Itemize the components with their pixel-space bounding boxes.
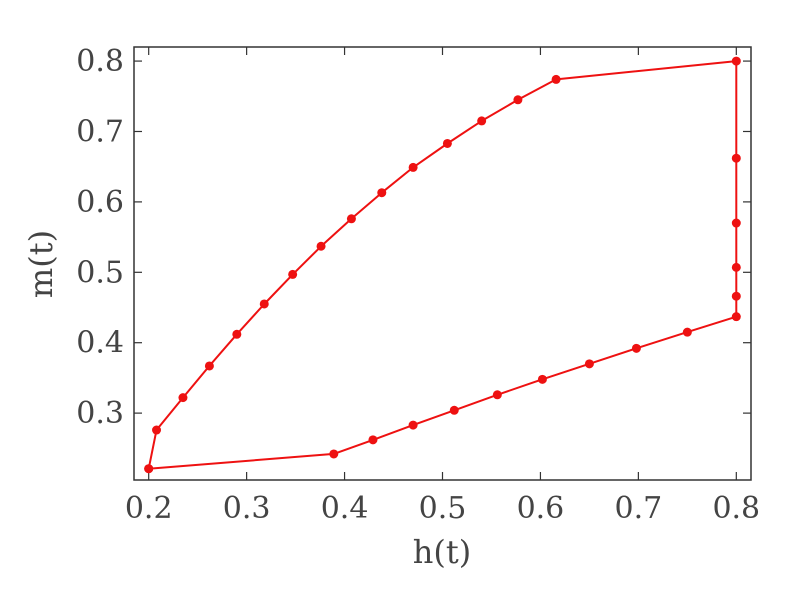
data-point — [631, 343, 641, 353]
y-tick-label: 0.4 — [76, 326, 124, 361]
y-tick-label: 0.8 — [76, 44, 124, 79]
x-tick-label: 0.7 — [615, 491, 663, 526]
data-point — [731, 262, 741, 272]
x-axis-ticks: 0.2 0.3 0.4 0.5 0.6 0.7 0.8 — [125, 47, 760, 526]
series-layer — [144, 56, 741, 474]
data-point — [731, 153, 741, 163]
y-tick-label: 0.7 — [76, 114, 124, 149]
series-line — [147, 60, 738, 470]
data-point — [408, 162, 418, 172]
y-tick-label: 0.5 — [76, 255, 124, 290]
data-point — [232, 329, 242, 339]
data-point — [259, 299, 269, 309]
x-tick-label: 0.5 — [419, 491, 467, 526]
y-tick-label: 0.3 — [76, 396, 124, 431]
data-point — [204, 361, 214, 371]
data-point — [408, 420, 418, 430]
data-point — [152, 425, 162, 435]
data-point — [731, 56, 741, 66]
data-point — [682, 327, 692, 337]
data-point — [731, 218, 741, 228]
x-tick-label: 0.2 — [125, 491, 173, 526]
data-point — [551, 74, 561, 84]
data-point — [368, 435, 378, 445]
data-point — [584, 359, 594, 369]
data-point — [144, 464, 154, 474]
data-point — [442, 138, 452, 148]
x-tick-label: 0.4 — [321, 491, 369, 526]
data-point — [513, 95, 523, 105]
data-point — [449, 405, 459, 415]
x-tick-label: 0.8 — [712, 491, 760, 526]
data-point — [178, 393, 188, 403]
data-point — [346, 214, 356, 224]
y-axis-label: m(t) — [22, 230, 60, 298]
x-tick-label: 0.6 — [517, 491, 565, 526]
data-point — [492, 390, 502, 400]
data-point — [288, 269, 298, 279]
data-point — [329, 449, 339, 459]
data-point — [537, 374, 547, 384]
data-point — [477, 116, 487, 126]
x-axis-label: h(t) — [413, 533, 471, 571]
data-point — [316, 241, 326, 251]
x-tick-label: 0.3 — [223, 491, 271, 526]
y-tick-label: 0.6 — [76, 185, 124, 220]
data-point — [731, 291, 741, 301]
data-point — [731, 312, 741, 322]
y-axis-ticks: 0.3 0.4 0.5 0.6 0.7 0.8 — [76, 44, 751, 431]
data-point — [377, 188, 387, 198]
